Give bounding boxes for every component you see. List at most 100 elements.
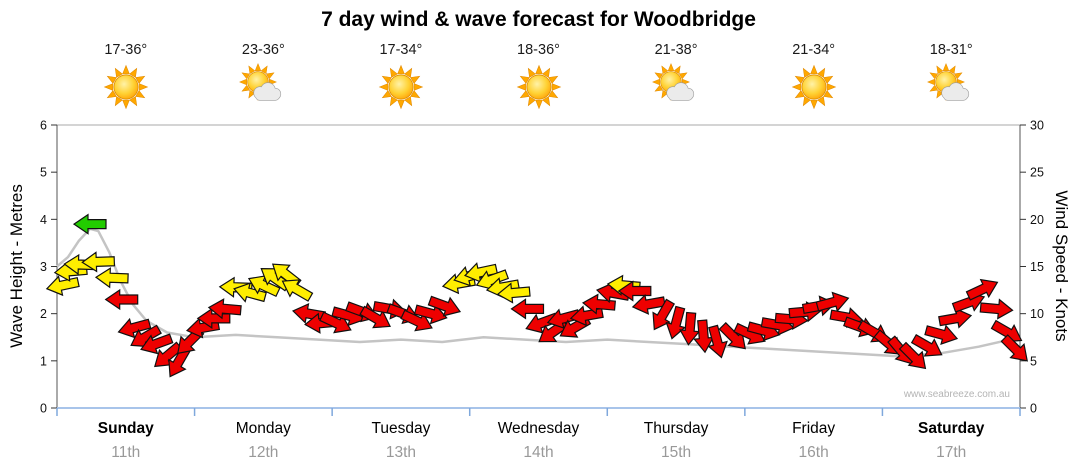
- sun-ray: [654, 84, 664, 92]
- sun-ray: [942, 62, 950, 71]
- wind-arrow: [910, 333, 943, 357]
- wind-arrow: [94, 267, 129, 289]
- temperature-range: 23-36°: [241, 42, 285, 58]
- sun-ray: [103, 83, 113, 91]
- y-right-tick-label: 0: [1030, 402, 1037, 416]
- wind-arrow: [1000, 334, 1028, 362]
- day-label-monday: Monday: [235, 420, 291, 437]
- sun-ray: [547, 90, 558, 99]
- y-left-tick-label: 5: [40, 166, 47, 180]
- partly-cloudy-icon: [611, 62, 741, 111]
- sun-ray: [527, 96, 536, 107]
- wind-arrow: [464, 262, 498, 283]
- sun-ray: [128, 96, 137, 107]
- sunny-icon: [336, 63, 466, 111]
- sun-ray: [534, 99, 543, 110]
- sun-ray: [519, 90, 530, 99]
- y-left-tick-label: 4: [40, 213, 47, 227]
- wind-arrow: [72, 213, 107, 235]
- day-header-wednesday: 18-36°: [474, 42, 604, 111]
- day-header-friday: 21-34°: [749, 42, 879, 111]
- sun-shape: [791, 64, 836, 110]
- sun-ray: [954, 72, 963, 80]
- y-left-tick-label: 0: [40, 402, 47, 416]
- sun-ray: [381, 75, 392, 84]
- day-date-sunday: 11th: [111, 444, 141, 461]
- sun-ray: [389, 67, 398, 78]
- sun-ray: [816, 96, 825, 107]
- day-label-wednesday: Wednesday: [497, 420, 580, 437]
- sun-ray: [802, 96, 811, 107]
- day-label-thursday: Thursday: [643, 420, 709, 437]
- sun-ray: [413, 83, 424, 91]
- wind-arrow: [413, 303, 448, 325]
- wind-arrow: [979, 298, 1014, 320]
- sun-ray: [114, 67, 123, 78]
- sun-ray: [135, 90, 146, 99]
- temperature-range: 18-36°: [517, 42, 560, 58]
- y-right-tick-label: 10: [1030, 307, 1044, 321]
- wind-arrow: [247, 275, 281, 298]
- sun-ray: [397, 64, 405, 75]
- day-date-tuesday: 13th: [385, 444, 416, 461]
- wind-arrow: [427, 295, 462, 317]
- sun-shape: [516, 64, 561, 110]
- sun-ray: [255, 62, 262, 71]
- wind-arrow: [546, 308, 581, 330]
- wind-arrow: [140, 333, 174, 355]
- wind-arrow: [525, 312, 559, 334]
- sun-ray: [410, 75, 421, 84]
- sun-ray: [661, 89, 669, 99]
- sun-ray: [551, 83, 561, 91]
- day-header-saturday: 18-31°: [886, 42, 1016, 111]
- temperature-range: 17-36°: [104, 42, 148, 58]
- sun-ray: [822, 90, 833, 99]
- y-right-tick-label: 25: [1030, 166, 1044, 180]
- sun-ray: [816, 67, 825, 78]
- wind-arrow: [707, 324, 728, 359]
- sun-ray: [547, 75, 558, 84]
- sun-ray: [936, 89, 944, 99]
- sun-ray: [826, 83, 836, 91]
- wind-arrow: [693, 319, 715, 354]
- sunny-icon: [474, 63, 604, 111]
- day-label-friday: Friday: [792, 420, 836, 437]
- sun-ray: [661, 65, 669, 75]
- sun-ray: [794, 90, 805, 99]
- sun-ray: [397, 99, 405, 110]
- sun-ray: [534, 64, 543, 75]
- sun-ray: [248, 65, 256, 75]
- day-date-friday: 16th: [798, 444, 829, 461]
- wind-arrow: [45, 275, 80, 297]
- sun-ray: [927, 78, 936, 86]
- sun-ray: [652, 78, 661, 86]
- day-date-monday: 12th: [248, 444, 279, 461]
- wind-arrow: [631, 293, 666, 315]
- day-label-sunday: Sunday: [97, 420, 154, 437]
- wind-arrow: [718, 321, 746, 350]
- temperature-range: 21-38°: [654, 42, 698, 58]
- wind-arrow: [104, 288, 139, 311]
- cloud-shape: [666, 82, 695, 101]
- wind-arrow: [815, 291, 850, 313]
- day-date-wednesday: 14th: [523, 444, 554, 461]
- wind-arrow: [581, 293, 616, 315]
- sun-ray: [809, 99, 818, 110]
- y-left-tick-label: 3: [40, 260, 47, 274]
- sun-ray: [404, 67, 413, 78]
- sun-ray: [541, 96, 550, 107]
- wind-arrow: [679, 311, 701, 346]
- sun-ray: [138, 83, 149, 91]
- y-left-tick-label: 2: [40, 307, 47, 321]
- sun-ray: [241, 72, 251, 80]
- sun-ray: [128, 67, 137, 78]
- sun-shape: [378, 64, 424, 110]
- sun-shape: [103, 64, 149, 110]
- wind-arrow: [117, 317, 152, 339]
- y-right-tick-label: 5: [1030, 354, 1037, 368]
- wind-arrow: [924, 324, 959, 346]
- partly-cloudy-icon: [198, 62, 328, 111]
- sun-ray: [106, 90, 117, 99]
